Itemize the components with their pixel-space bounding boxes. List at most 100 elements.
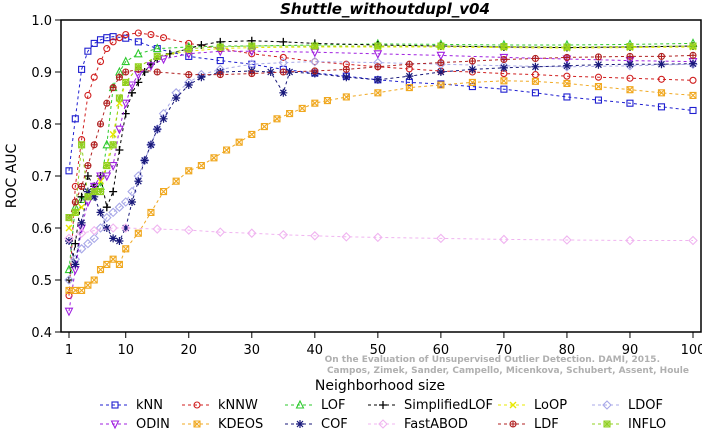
data-point	[65, 224, 73, 232]
data-point	[102, 172, 112, 182]
data-point	[323, 97, 331, 105]
data-point	[310, 48, 320, 58]
data-point	[594, 60, 603, 69]
data-point	[103, 99, 111, 107]
data-point	[374, 89, 382, 97]
data-point	[657, 52, 666, 60]
legend-item-kdeos: KDEOS	[182, 417, 263, 432]
data-point	[102, 224, 111, 232]
data-point	[216, 57, 224, 65]
watermark-line-2: On the Evaluation of Unsupervised Outlie…	[325, 355, 660, 365]
data-point	[468, 57, 476, 65]
data-point	[140, 156, 149, 165]
data-point	[76, 244, 87, 254]
data-point	[89, 233, 99, 244]
data-point	[197, 73, 206, 82]
series-line	[68, 36, 694, 171]
x-tick-label: 70	[496, 343, 513, 358]
data-point	[373, 232, 383, 243]
data-point	[96, 266, 105, 274]
data-point	[127, 81, 137, 91]
data-point	[689, 59, 697, 68]
data-point	[133, 48, 143, 58]
data-point	[286, 110, 294, 118]
watermark-line-1: Campos, Zimek, Sander, Campello, Micenko…	[327, 366, 689, 376]
data-point	[77, 218, 86, 227]
data-point	[84, 162, 92, 170]
data-point	[71, 115, 79, 123]
data-point	[626, 74, 634, 82]
data-point	[102, 203, 111, 212]
data-point	[122, 245, 130, 253]
data-point	[120, 223, 131, 233]
series-cof	[65, 59, 697, 269]
data-point	[562, 61, 571, 70]
data-point	[121, 56, 131, 66]
data-point	[77, 194, 86, 203]
data-point	[531, 89, 539, 97]
data-point	[657, 89, 666, 97]
y-tick-label: 0.9	[31, 66, 52, 81]
data-point	[96, 208, 105, 217]
data-point	[215, 227, 226, 237]
data-point	[127, 186, 137, 197]
legend-item-lof: LOF	[285, 398, 346, 413]
data-point	[90, 192, 99, 201]
x-axis-title: Neighborhood size	[315, 378, 445, 394]
data-point	[103, 260, 111, 268]
data-point	[531, 71, 539, 79]
data-point	[134, 63, 142, 71]
data-point	[146, 140, 155, 149]
data-point	[184, 81, 193, 89]
data-point	[405, 84, 413, 92]
series-line	[68, 40, 694, 281]
data-point	[78, 141, 86, 149]
legend-label: kNN	[136, 398, 163, 413]
data-point	[109, 234, 118, 243]
data-point	[626, 52, 634, 60]
x-tick-label: 20	[180, 343, 197, 358]
legend-label: COF	[321, 417, 348, 432]
data-point	[279, 88, 288, 97]
data-point	[115, 94, 123, 102]
data-point	[65, 167, 73, 175]
data-point	[235, 138, 243, 146]
data-point	[115, 34, 123, 42]
y-tick-label: 0.8	[31, 118, 52, 133]
series-ldf	[65, 51, 697, 222]
data-point	[273, 115, 281, 123]
legend-item-ldof: LDOF	[592, 398, 663, 413]
data-point	[115, 73, 123, 81]
data-point	[405, 72, 414, 81]
data-point	[509, 420, 517, 428]
data-point	[115, 146, 124, 154]
data-point	[531, 55, 539, 62]
data-point	[89, 225, 99, 236]
series-line	[69, 80, 694, 291]
y-tick-label: 0.4	[31, 326, 52, 341]
data-point	[594, 73, 603, 81]
data-point	[341, 232, 352, 242]
data-point	[109, 84, 117, 92]
y-tick-label: 0.7	[31, 170, 52, 185]
data-point	[468, 65, 477, 74]
data-point	[83, 238, 93, 249]
legend-item-simplifiedlof: SimplifiedLOF	[368, 398, 493, 413]
data-point	[159, 114, 168, 123]
data-point	[216, 43, 224, 51]
data-point	[121, 99, 131, 109]
data-point	[64, 264, 74, 274]
data-point	[90, 141, 98, 149]
data-point	[152, 224, 163, 234]
data-point	[146, 62, 156, 71]
data-point	[95, 223, 106, 233]
data-point	[197, 162, 205, 170]
data-point	[689, 51, 697, 59]
data-point	[122, 78, 130, 86]
data-point	[594, 53, 603, 61]
y-axis-title: ROC AUC	[4, 143, 20, 208]
data-point	[223, 146, 231, 154]
data-point	[248, 42, 256, 50]
data-point	[405, 60, 413, 68]
